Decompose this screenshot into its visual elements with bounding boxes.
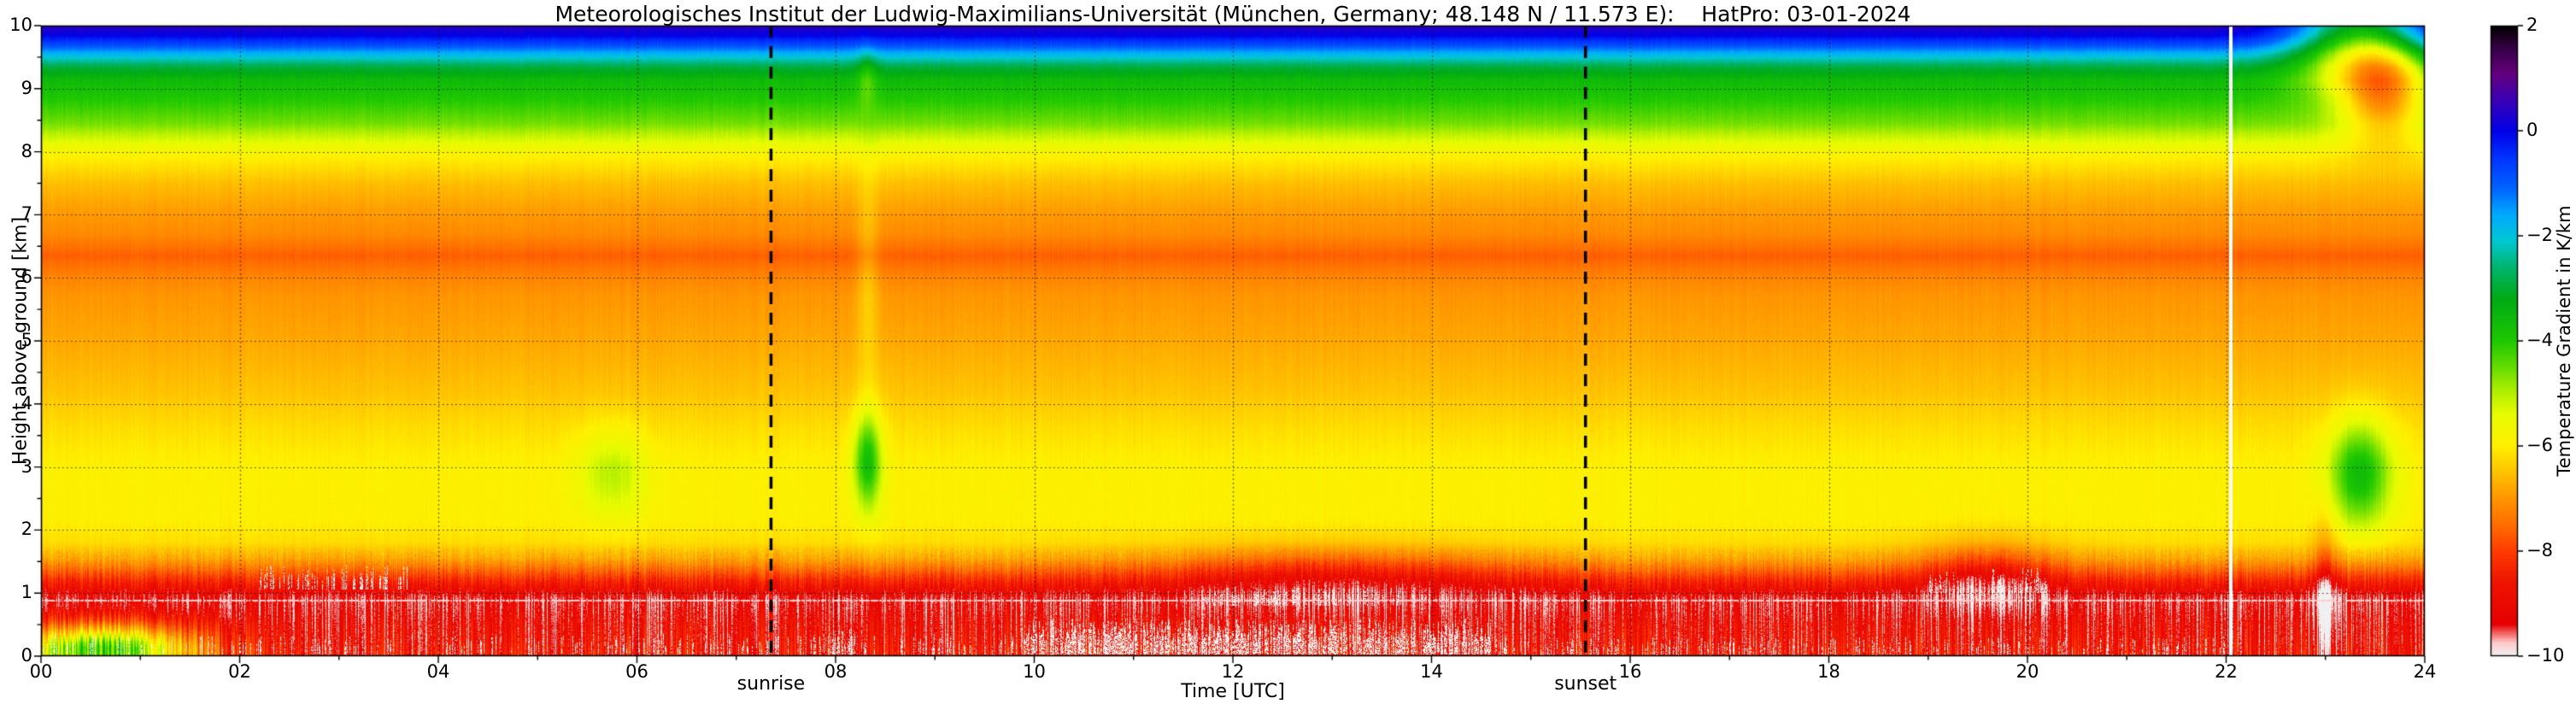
x-tick-label: 12	[1221, 661, 1245, 682]
x-axis-label: Time [UTC]	[1181, 681, 1285, 702]
y-tick-label: 4	[21, 392, 32, 414]
y-tick-label: 3	[21, 455, 32, 477]
x-tick-label: 16	[1618, 661, 1642, 682]
y-tick-label: 7	[21, 203, 32, 225]
x-tick-label: 22	[2215, 661, 2238, 682]
colorbar-tick-label: −6	[2526, 435, 2553, 455]
y-tick-label: 8	[21, 140, 32, 161]
y-tick-label: 6	[21, 267, 32, 288]
y-tick-label: 5	[21, 330, 32, 350]
x-tick-label: 10	[1023, 661, 1046, 682]
colorbar-tick-label: 2	[2526, 15, 2538, 35]
colorbar-tick-label: 0	[2526, 120, 2538, 140]
x-tick-label: 06	[625, 661, 648, 682]
colorbar-tick-label: −2	[2526, 225, 2553, 245]
x-tick-label: 00	[29, 661, 53, 682]
x-tick-label: 24	[2413, 661, 2437, 682]
y-tick-label: 10	[9, 15, 32, 35]
colorbar-tick-label: −10	[2526, 645, 2565, 666]
y-tick-label: 2	[21, 519, 32, 540]
x-tick-label: 02	[228, 661, 251, 682]
y-tick-label: 9	[21, 77, 32, 98]
plot-title: Meteorologisches Institut der Ludwig-Max…	[555, 2, 1911, 26]
x-tick-label: 14	[1420, 661, 1443, 682]
sunset-label: sunset	[1554, 673, 1617, 695]
sunrise-label: sunrise	[736, 673, 806, 695]
x-tick-label: 18	[1817, 661, 1840, 682]
colorbar-tick-label: −4	[2526, 330, 2553, 350]
x-tick-label: 08	[824, 661, 848, 682]
y-tick-label: 1	[21, 582, 32, 603]
x-tick-label: 20	[2016, 661, 2039, 682]
colorbar-tick-label: −8	[2526, 540, 2553, 560]
x-tick-label: 04	[426, 661, 450, 682]
y-tick-label: 0	[21, 645, 32, 666]
